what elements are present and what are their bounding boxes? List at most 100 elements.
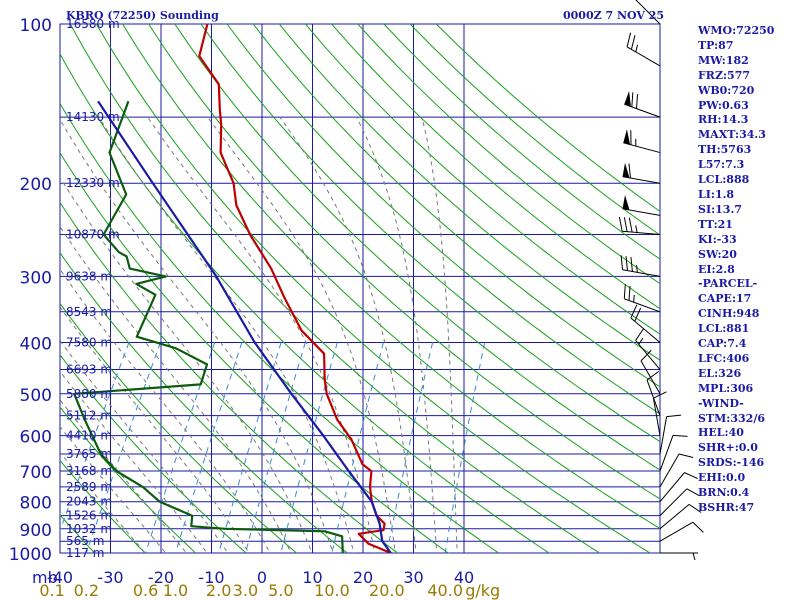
wind-barb [626,32,661,67]
height-label: 6693 m [66,363,112,377]
index-item: EHI:0.0 [698,471,746,485]
dry-adiabat [60,251,348,553]
wind-barb-staff [659,488,688,517]
moist-adiabats [60,116,458,553]
wind-barb-half [635,44,639,53]
moist-adiabat [60,425,167,553]
pressure-label: 100 [20,16,52,36]
pressure-label: 600 [20,428,52,448]
dewpoint-trace [73,100,344,553]
temperature-tick-label: 20 [353,568,373,587]
wind-barb-full [672,434,688,437]
wind-barb [624,90,661,118]
mixing-ratio-label: 3.0 [233,581,258,600]
wind-barb-full [634,307,642,322]
wind-barb-full [630,257,633,272]
sounding-title: KBRO (72250) Sounding [66,9,219,22]
wind-barb-full [636,94,639,109]
wind-barb-full [626,32,632,48]
pressure-label: 700 [20,463,52,483]
height-label: 117 m [66,546,104,560]
pressure-label: 300 [20,268,52,288]
pressure-label: 800 [20,494,52,514]
wind-barb [623,284,661,313]
pressure-label: 1000 [9,545,52,565]
wind-barb-full [628,217,633,233]
dry-adiabat [174,24,660,471]
parcel-trace [97,100,392,553]
mixing-ratio-label: 1.0 [163,581,188,600]
dry-adiabat [69,24,601,553]
wind-barb-staff [659,435,674,472]
height-label: 4410 m [66,429,112,443]
dry-adiabat [435,24,660,213]
moist-adiabat [60,451,146,553]
index-item: EL:326 [698,366,742,380]
wind-barb [659,472,698,503]
wind-barb [659,503,702,530]
mixing-ratio-label: 0.6 [133,581,158,600]
wind-barb-staff [659,503,690,530]
mixing-ratio-label: 0.1 [39,581,64,600]
dry-adiabat [409,24,660,236]
x-unit-label: mb [32,568,58,587]
mixing-ratio-unit: g/kg [465,581,500,600]
index-item: STM:332/6 [698,411,765,425]
index-item: BRN:0.4 [698,486,750,500]
dry-adiabat [304,24,660,335]
wind-barbs [618,0,704,561]
wind-barb-staff [623,142,661,154]
height-label: 16580 m [66,17,120,31]
temperature-tick-label: -30 [97,568,123,587]
index-item: -PARCEL- [698,277,758,291]
dry-adiabat [0,0,3,564]
wind-barb-full [692,521,704,533]
height-label: 9638 m [66,269,112,283]
wind-barb-full [688,503,702,513]
height-label: 5112 m [66,409,112,423]
mixing-ratio-label: 0.2 [74,581,99,600]
index-item: CAPE:17 [698,292,752,306]
plot-frame [59,23,661,554]
index-item: TT:21 [698,217,733,231]
mixing-ratio-line [244,342,306,553]
dry-adiabats [0,0,660,564]
height-label: 3765 m [66,447,112,461]
height-label: 8543 m [66,305,112,319]
dry-adiabat [278,24,660,361]
wind-barb [622,162,661,184]
wind-barb [622,194,661,216]
wind-barb [659,414,682,455]
mixing-ratio-line [85,342,161,553]
wind-barb-staff [626,46,661,67]
dry-adiabat [60,514,96,553]
wind-barb-full [686,488,700,497]
wind-barb [659,453,694,488]
index-item: SW:20 [698,247,737,261]
mixing-ratio-label: 20.0 [369,581,405,600]
wind-barb-full [653,391,667,399]
wind-barb-full [628,163,631,179]
wind-barb-staff [652,398,661,436]
wind-barb-staff [659,453,680,488]
wind-barb-full [630,35,636,50]
index-item: MPL:306 [698,381,754,395]
mixing-ratio-label: 10.0 [314,581,350,600]
height-label: 7580 m [66,335,112,349]
wind-barb-staff [659,521,694,542]
dry-adiabat [383,24,660,260]
dry-adiabat [252,24,660,388]
wind-barb-flag [624,90,631,107]
wind-barb-half [633,294,635,303]
mixing-ratio-line [174,342,243,553]
isobar-isotherm-grid [59,23,661,554]
wind-barb-full [646,370,660,381]
index-item: PW:0.63 [698,98,749,112]
wind-barb [659,488,700,517]
index-item: CAP:7.4 [698,337,747,351]
index-item: KI:-33 [698,232,737,246]
moist-adiabat [279,116,417,553]
pressure-label: 500 [20,386,52,406]
mixing-ratio-label: 2.0 [206,581,231,600]
index-item: MW:182 [698,53,749,67]
